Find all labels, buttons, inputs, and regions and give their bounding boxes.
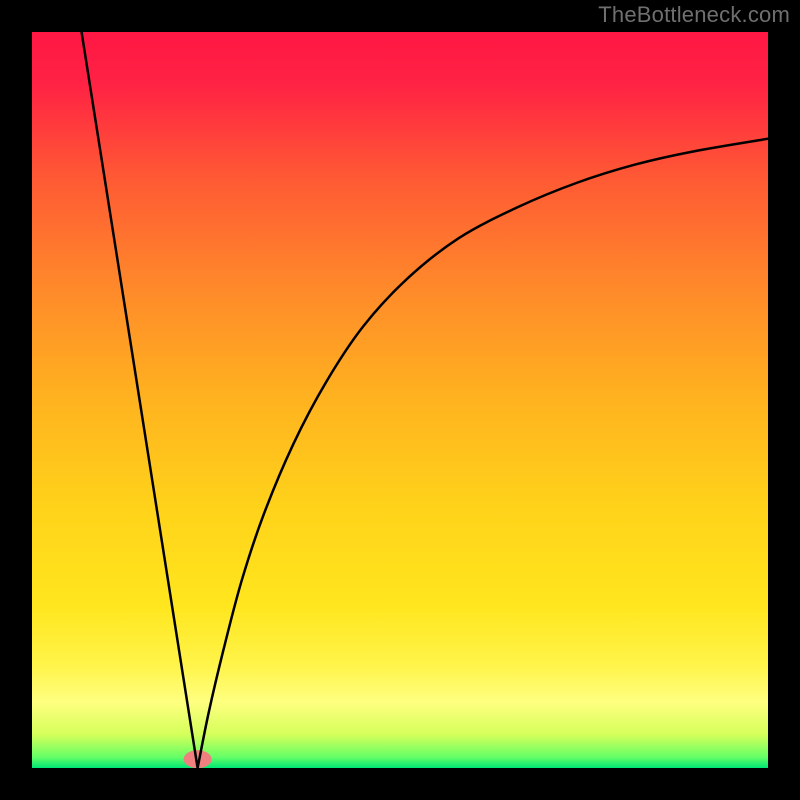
bottleneck-chart bbox=[0, 0, 800, 800]
watermark-text: TheBottleneck.com bbox=[598, 2, 790, 28]
plot-background-gradient bbox=[32, 32, 768, 768]
